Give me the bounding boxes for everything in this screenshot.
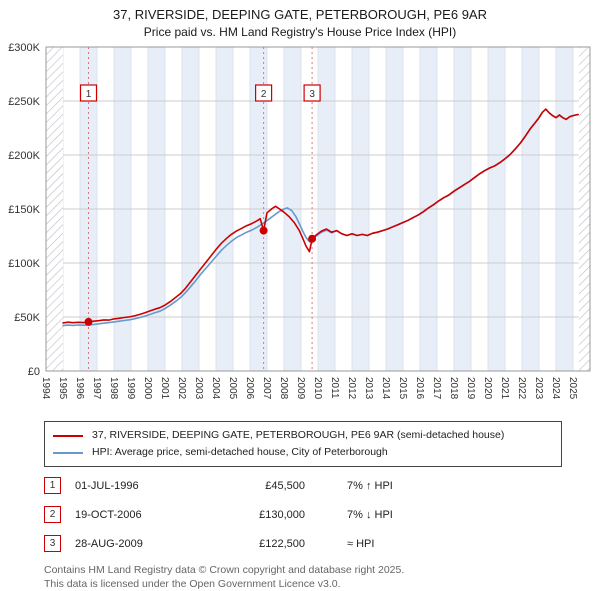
chart-header: 37, RIVERSIDE, DEEPING GATE, PETERBOROUG… xyxy=(0,0,600,39)
page-subtitle: Price paid vs. HM Land Registry's House … xyxy=(143,25,457,39)
x-axis-label: 2012 xyxy=(346,377,357,400)
no-data-hatch xyxy=(46,47,63,371)
chart-legend: 37, RIVERSIDE, DEEPING GATE, PETERBOROUG… xyxy=(44,421,562,467)
legend-item-hpi: HPI: Average price, semi-detached house,… xyxy=(53,444,553,461)
x-axis-label: 1996 xyxy=(74,377,85,400)
y-axis-label: £200K xyxy=(8,150,40,162)
sale-marker-number: 1 xyxy=(86,89,92,100)
x-axis-label: 1995 xyxy=(57,377,68,400)
sale-price: £130,000 xyxy=(259,508,305,521)
table-row: 3 28-AUG-2009 £122,500 ≈ HPI xyxy=(44,535,600,552)
sale-date: 19-OCT-2006 xyxy=(75,508,142,521)
y-axis-label: £50K xyxy=(14,312,40,324)
sale-marker-box xyxy=(303,84,321,102)
x-axis-label: 2011 xyxy=(329,377,340,399)
sale-number-badge: 3 xyxy=(44,535,61,552)
x-axis-label: 2001 xyxy=(159,377,170,400)
table-row: 2 19-OCT-2006 £130,000 7% ↓ HPI xyxy=(44,506,600,523)
x-axis-label: 1994 xyxy=(40,377,51,400)
x-axis-label: 2013 xyxy=(363,377,374,400)
x-axis-label: 2021 xyxy=(499,377,510,400)
x-axis-label: 2014 xyxy=(380,377,391,400)
legend-item-price: 37, RIVERSIDE, DEEPING GATE, PETERBOROUG… xyxy=(53,427,553,444)
price-chart: £0 £50K £100K £150K £200K £250K £300K 1994 1995 1… xyxy=(8,42,591,400)
sale-marker-box xyxy=(79,84,98,102)
y-axis-label: £100K xyxy=(8,258,40,270)
x-axis-label: 1998 xyxy=(108,377,119,400)
x-axis-label: 2022 xyxy=(516,377,527,400)
price-line-swatch xyxy=(53,434,83,437)
footer-line-1: Contains HM Land Registry data © Crown c… xyxy=(44,564,405,576)
y-axis-label: £300K xyxy=(8,42,40,54)
x-axis-label: 1999 xyxy=(125,377,136,400)
x-axis-label: 2009 xyxy=(295,377,306,400)
sale-price: £45,500 xyxy=(265,479,305,492)
sale-number-badge: 1 xyxy=(44,477,61,494)
x-axis-label: 1997 xyxy=(91,377,102,400)
sale-marker-box xyxy=(255,84,273,102)
sale-date: 01-JUL-1996 xyxy=(75,479,139,492)
no-data-hatch xyxy=(578,47,590,371)
y-axis-label: £250K xyxy=(8,96,40,108)
sale-point-dot xyxy=(84,317,93,326)
y-axis-label: £0 xyxy=(28,366,40,378)
sale-marker-number: 2 xyxy=(261,89,267,100)
sale-hpi-relation: 7% ↓ HPI xyxy=(347,508,393,521)
license-footer: Contains HM Land Registry data © Crown c… xyxy=(44,564,600,591)
x-axis-label: 2019 xyxy=(465,377,476,400)
x-axis-label: 2020 xyxy=(482,377,493,400)
table-row: 1 01-JUL-1996 £45,500 7% ↑ HPI xyxy=(44,477,600,494)
x-axis-label: 2000 xyxy=(142,377,153,400)
sale-hpi-relation: 7% ↑ HPI xyxy=(347,479,393,492)
sale-point-dot xyxy=(259,226,268,235)
chart-plot-area: £0 £50K £100K £150K £200K £250K £300K 1994 1995 1… xyxy=(8,42,591,400)
x-axis-label: 2008 xyxy=(278,377,289,400)
x-axis-label: 2005 xyxy=(227,377,238,400)
legend-label-price: 37, RIVERSIDE, DEEPING GATE, PETERBOROUG… xyxy=(92,429,505,441)
sale-marker-number: 3 xyxy=(309,89,315,100)
x-axis-label: 2018 xyxy=(448,377,459,400)
hpi-line-swatch xyxy=(53,451,83,454)
x-axis-label: 2016 xyxy=(414,377,425,400)
x-axis-label: 2015 xyxy=(397,377,408,400)
price-paid-line xyxy=(62,108,579,324)
footer-line-2: This data is licensed under the Open Gov… xyxy=(44,577,341,590)
x-axis-label: 2023 xyxy=(533,377,544,400)
x-axis-label: 2017 xyxy=(431,377,442,400)
x-axis-label: 2010 xyxy=(312,377,323,400)
x-axis-label: 2003 xyxy=(193,377,204,400)
x-axis-label: 2025 xyxy=(567,377,578,400)
x-axis-label: 2007 xyxy=(261,377,272,400)
y-axis-label: £150K xyxy=(8,204,40,216)
x-axis-label: 2004 xyxy=(210,377,221,400)
x-axis-label: 2006 xyxy=(244,377,255,400)
plot-border xyxy=(45,46,591,372)
sale-number-badge: 2 xyxy=(44,506,61,523)
x-axis-label: 2002 xyxy=(176,377,187,400)
x-axis-label: 2024 xyxy=(550,377,561,400)
page-title: 37, RIVERSIDE, DEEPING GATE, PETERBOROUG… xyxy=(113,7,487,22)
sales-table: 1 01-JUL-1996 £45,500 7% ↑ HPI 2 19-OCT-… xyxy=(44,477,600,552)
legend-label-hpi: HPI: Average price, semi-detached house,… xyxy=(92,446,388,458)
sale-date: 28-AUG-2009 xyxy=(75,537,143,550)
sale-price: £122,500 xyxy=(259,537,305,550)
sale-hpi-relation: ≈ HPI xyxy=(347,537,375,550)
sale-point-dot xyxy=(308,234,317,243)
